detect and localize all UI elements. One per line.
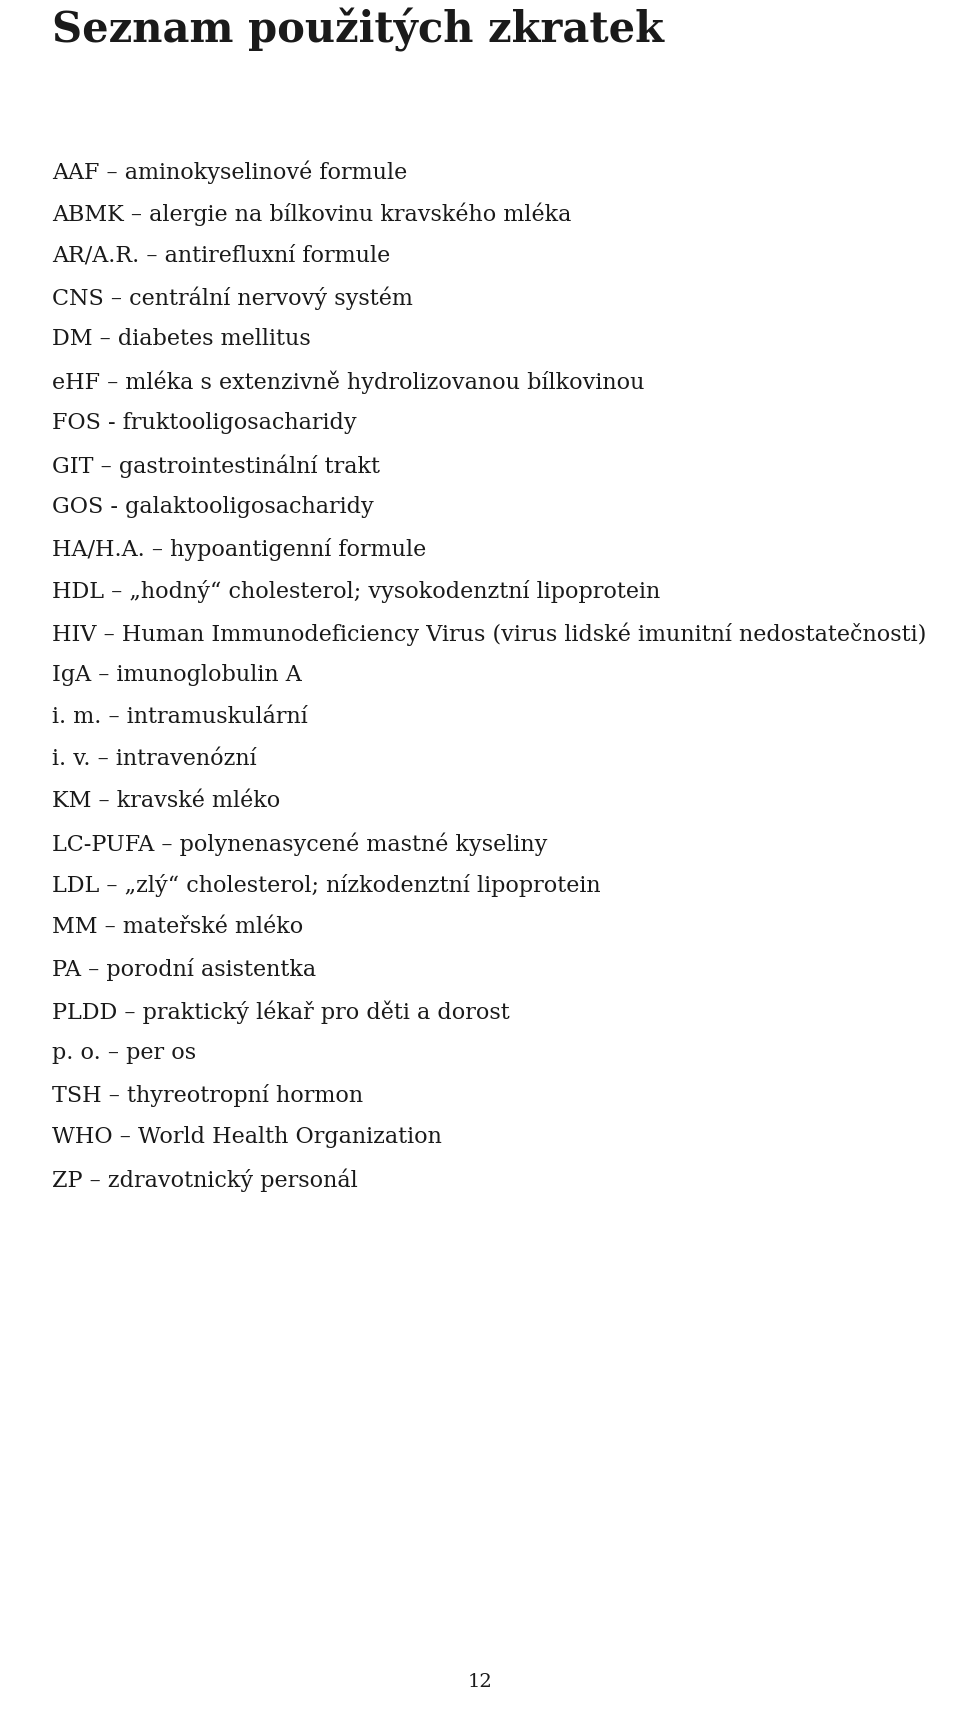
Text: i. v. – intravenózní: i. v. – intravenózní bbox=[52, 749, 256, 769]
Text: TSH – thyreotropní hormon: TSH – thyreotropní hormon bbox=[52, 1084, 363, 1107]
Text: IgA – imunoglobulin A: IgA – imunoglobulin A bbox=[52, 664, 301, 687]
Text: ZP – zdravotnický personál: ZP – zdravotnický personál bbox=[52, 1169, 358, 1191]
Text: HIV – Human Immunodeficiency Virus (virus lidské imunitní nedostatečnosti): HIV – Human Immunodeficiency Virus (viru… bbox=[52, 621, 926, 645]
Text: PLDD – praktický lékař pro děti a dorost: PLDD – praktický lékař pro děti a dorost bbox=[52, 1000, 510, 1024]
Text: AAF – aminokyselinové formule: AAF – aminokyselinové formule bbox=[52, 160, 407, 184]
Text: GOS - galaktooligosacharidy: GOS - galaktooligosacharidy bbox=[52, 496, 373, 518]
Text: KM – kravské mléko: KM – kravské mléko bbox=[52, 790, 280, 812]
Text: LDL – „zlý“ cholesterol; nízkodenztní lipoprotein: LDL – „zlý“ cholesterol; nízkodenztní li… bbox=[52, 874, 601, 897]
Text: PA – porodní asistentka: PA – porodní asistentka bbox=[52, 959, 316, 981]
Text: Seznam použitých zkratek: Seznam použitých zkratek bbox=[52, 9, 664, 52]
Text: CNS – centrální nervový systém: CNS – centrální nervový systém bbox=[52, 286, 413, 310]
Text: FOS - fruktooligosacharidy: FOS - fruktooligosacharidy bbox=[52, 411, 356, 434]
Text: p. o. – per os: p. o. – per os bbox=[52, 1041, 196, 1064]
Text: i. m. – intramuskulární: i. m. – intramuskulární bbox=[52, 706, 308, 728]
Text: ABMK – alergie na bílkovinu kravského mléka: ABMK – alergie na bílkovinu kravského ml… bbox=[52, 201, 571, 225]
Text: AR/A.R. – antirefluxní formule: AR/A.R. – antirefluxní formule bbox=[52, 244, 391, 267]
Text: 12: 12 bbox=[468, 1673, 492, 1692]
Text: WHO – World Health Organization: WHO – World Health Organization bbox=[52, 1126, 442, 1148]
Text: GIT – gastrointestinální trakt: GIT – gastrointestinální trakt bbox=[52, 454, 380, 477]
Text: MM – mateřské mléko: MM – mateřské mléko bbox=[52, 916, 303, 938]
Text: eHF – mléka s extenzivně hydrolizovanou bílkovinou: eHF – mléka s extenzivně hydrolizovanou … bbox=[52, 370, 644, 394]
Text: HDL – „hodný“ cholesterol; vysokodenztní lipoprotein: HDL – „hodný“ cholesterol; vysokodenztní… bbox=[52, 580, 660, 602]
Text: LC-PUFA – polynenasycené mastné kyseliny: LC-PUFA – polynenasycené mastné kyseliny bbox=[52, 831, 547, 855]
Text: HA/H.A. – hypoantigenní formule: HA/H.A. – hypoantigenní formule bbox=[52, 539, 426, 561]
Text: DM – diabetes mellitus: DM – diabetes mellitus bbox=[52, 329, 311, 349]
